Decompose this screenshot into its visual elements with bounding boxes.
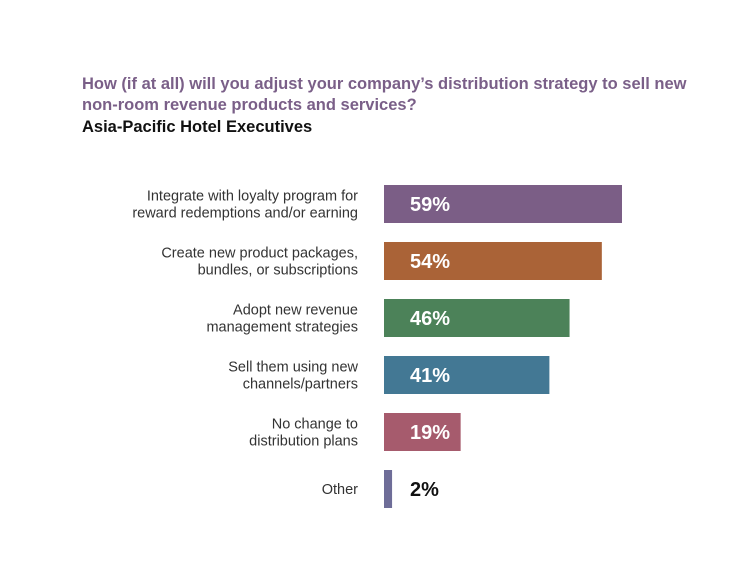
- bar-value-label: 46%: [410, 308, 450, 330]
- bar: [384, 299, 570, 337]
- bar: [384, 413, 461, 451]
- category-label: No change to: [272, 417, 358, 433]
- chart-subtitle: Asia-Pacific Hotel Executives: [82, 118, 313, 136]
- bar: [384, 356, 550, 394]
- chart-title: How (if at all) will you adjust your com…: [82, 75, 687, 114]
- bar-value-label: 2%: [410, 479, 439, 501]
- category-label: Adopt new revenue: [233, 303, 358, 319]
- category-label: Other: [322, 482, 358, 498]
- bar: [384, 185, 622, 223]
- category-label: Create new product packages,: [161, 246, 358, 262]
- bar-value-label: 54%: [410, 251, 450, 273]
- category-label: management strategies: [206, 320, 358, 336]
- category-label: channels/partners: [243, 377, 358, 393]
- bar: [384, 470, 393, 508]
- category-label: Sell them using new: [228, 360, 358, 376]
- bar-value-label: 19%: [410, 422, 450, 444]
- category-label: bundles, or subscriptions: [198, 263, 358, 279]
- category-label: Integrate with loyalty program for: [147, 189, 358, 205]
- bar-value-label: 41%: [410, 365, 450, 387]
- bar-value-label: 59%: [410, 194, 450, 216]
- bar: [384, 242, 602, 280]
- category-label: reward redemptions and/or earning: [132, 206, 358, 222]
- category-label: distribution plans: [249, 434, 358, 450]
